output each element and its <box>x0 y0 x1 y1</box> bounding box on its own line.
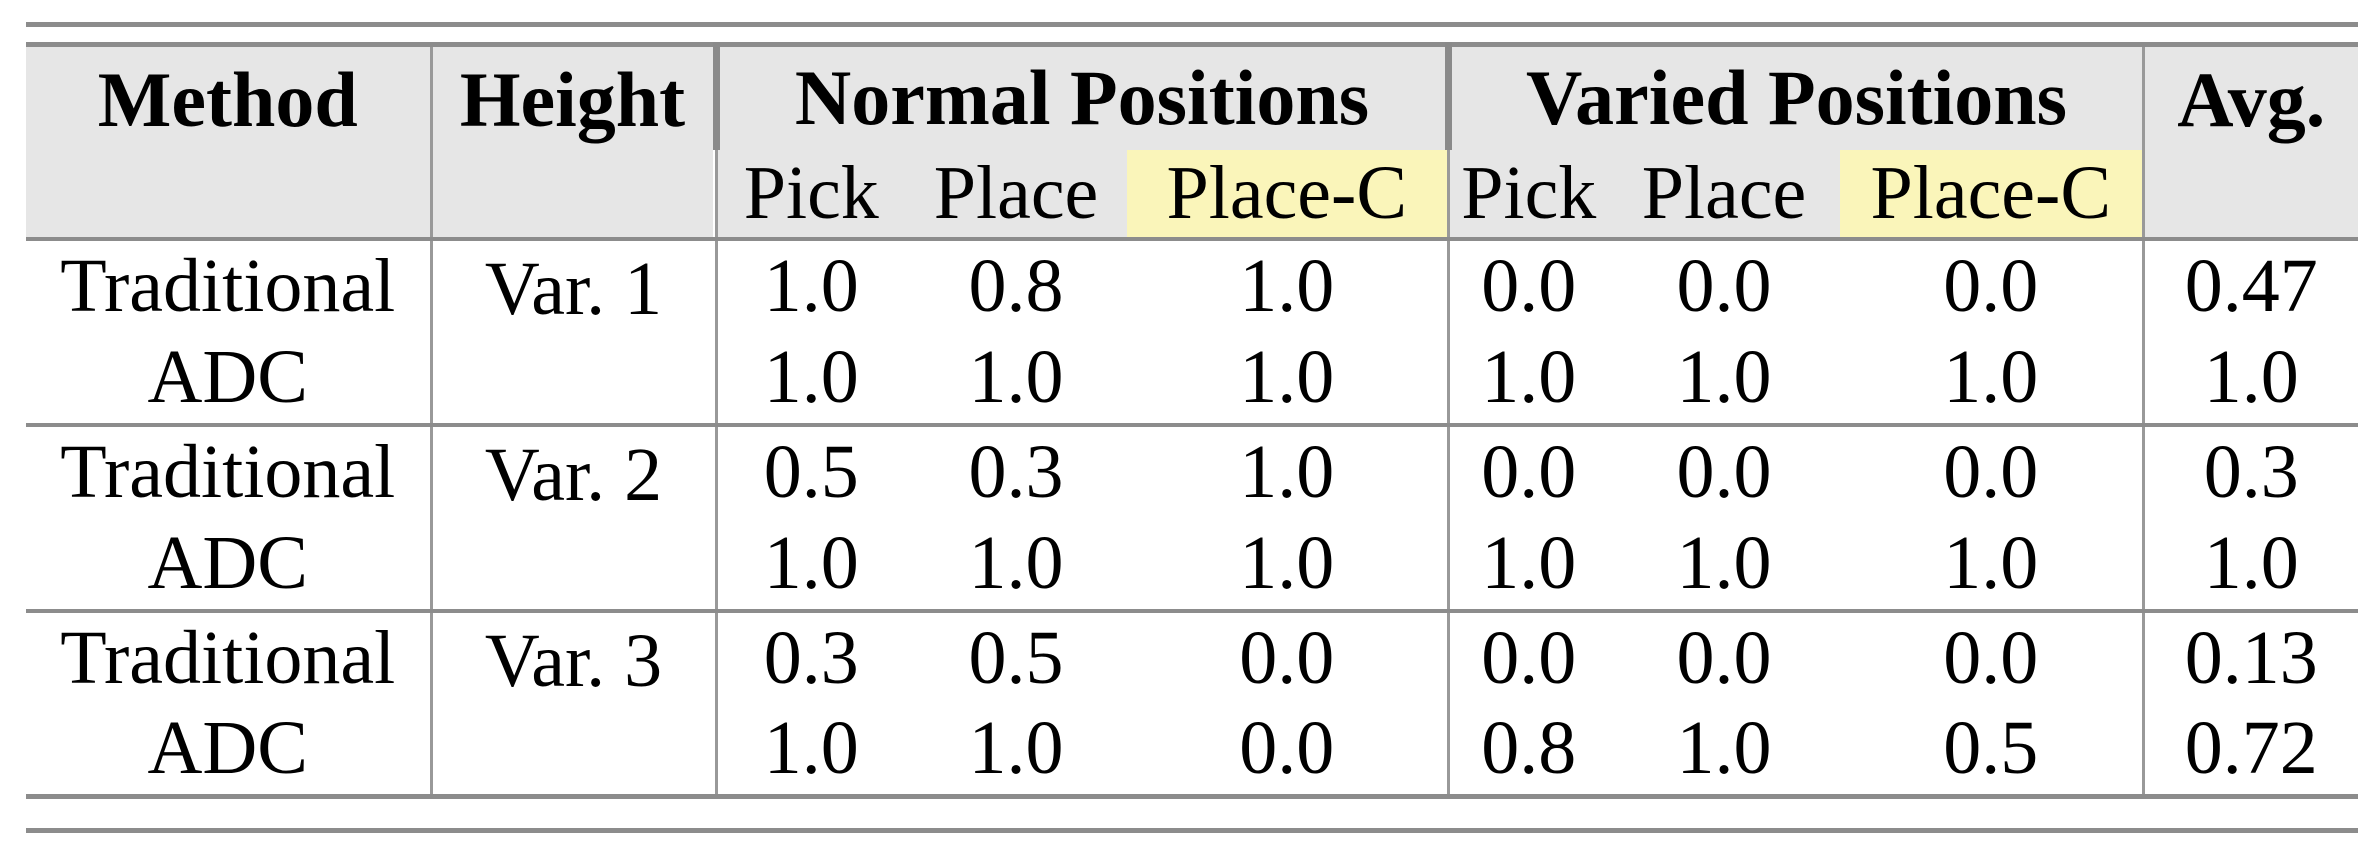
table-row: Traditional Var. 1 1.0 0.8 1.0 0.0 0.0 0… <box>26 236 2359 425</box>
value-cell: 1.0 <box>1446 517 1608 611</box>
subheader-normal-place: Place <box>905 149 1127 239</box>
subheader-varied-pick: Pick <box>1446 149 1608 239</box>
table-row: Traditional Var. 2 0.5 0.3 1.0 0.0 0.0 0… <box>26 422 2359 611</box>
avg-cell: 0.13 <box>2141 608 2359 704</box>
value-cell: 0.3 <box>714 608 905 704</box>
method-cell: Traditional <box>26 236 431 332</box>
avg-cell: 0.72 <box>2141 703 2359 797</box>
method-cell: ADC <box>147 706 308 791</box>
col-header-avg: Avg. <box>2141 44 2359 239</box>
subheader-normal-place-c: Place-C <box>1127 149 1448 239</box>
value-cell: 0.0 <box>1446 608 1608 704</box>
value-cell: 0.0 <box>1608 608 1840 704</box>
table-row: Traditional Var. 3 0.3 0.5 0.0 0.0 0.0 0… <box>26 608 2359 797</box>
value-cell: 0.8 <box>905 236 1127 332</box>
value-cell: 1.0 <box>1943 520 2039 605</box>
value-cell: 0.0 <box>1840 236 2144 332</box>
value-cell: 1.0 <box>968 334 1064 419</box>
value-cell: 1.0 <box>714 517 905 611</box>
table-row: ADC 1.0 1.0 1.0 1.0 1.0 1.0 1.0 <box>26 517 2359 611</box>
value-cell: 1.0 <box>1127 236 1448 332</box>
table-row: ADC 1.0 1.0 1.0 1.0 1.0 1.0 1.0 <box>26 331 2359 425</box>
results-table: Method Height Normal Positions Varied Po… <box>26 42 2359 799</box>
value-cell: 0.5 <box>714 422 905 518</box>
method-cell: ADC <box>147 520 308 605</box>
value-cell: 1.0 <box>714 331 905 425</box>
value-cell: 0.0 <box>1446 422 1608 518</box>
value-cell: 1.0 <box>968 706 1064 791</box>
subheader-normal-pick: Pick <box>714 149 905 239</box>
subheader-varied-place-c: Place-C <box>1840 149 2144 239</box>
value-cell: 1.0 <box>1676 334 1772 419</box>
bottom-outer-rule <box>26 828 2358 833</box>
value-cell: 1.0 <box>968 520 1064 605</box>
value-cell: 1.0 <box>1127 422 1448 518</box>
method-cell: Traditional <box>26 422 431 518</box>
avg-cell: 0.3 <box>2141 422 2359 518</box>
value-cell: 1.0 <box>1676 520 1772 605</box>
value-cell: 0.0 <box>1840 608 2144 704</box>
avg-cell: 0.47 <box>2141 236 2359 332</box>
value-cell: 1.0 <box>1676 706 1772 791</box>
value-cell: 1.0 <box>1446 331 1608 425</box>
col-header-height: Height <box>429 44 716 239</box>
value-cell: 0.5 <box>1943 706 2039 791</box>
height-cell: Var. 2 <box>429 422 716 611</box>
height-cell: Var. 3 <box>429 608 716 797</box>
value-cell: 0.0 <box>1127 608 1448 704</box>
value-cell: 1.0 <box>1943 334 2039 419</box>
value-cell: 0.0 <box>1608 236 1840 332</box>
value-cell: 1.0 <box>714 703 905 797</box>
value-cell: 0.0 <box>1608 422 1840 518</box>
value-cell: 1.0 <box>1239 334 1335 419</box>
col-header-method: Method <box>26 44 431 239</box>
value-cell: 0.8 <box>1446 703 1608 797</box>
value-cell: 1.0 <box>714 236 905 332</box>
group-header-normal-positions: Normal Positions <box>712 44 1448 150</box>
value-cell: 0.0 <box>1840 422 2144 518</box>
group-header-varied-positions: Varied Positions <box>1444 44 2144 150</box>
method-cell: Traditional <box>26 608 431 704</box>
method-cell: ADC <box>147 334 308 419</box>
height-cell: Var. 1 <box>429 236 716 425</box>
subheader-varied-place: Place <box>1608 149 1840 239</box>
value-cell: 0.0 <box>1239 706 1335 791</box>
avg-cell: 1.0 <box>2141 517 2359 611</box>
value-cell: 0.5 <box>905 608 1127 704</box>
value-cell: 1.0 <box>1239 520 1335 605</box>
avg-cell: 1.0 <box>2141 331 2359 425</box>
top-outer-rule <box>26 22 2358 27</box>
value-cell: 0.3 <box>905 422 1127 518</box>
value-cell: 0.0 <box>1446 236 1608 332</box>
table-row: ADC 1.0 1.0 0.0 0.8 1.0 0.5 0.72 <box>26 703 2359 797</box>
